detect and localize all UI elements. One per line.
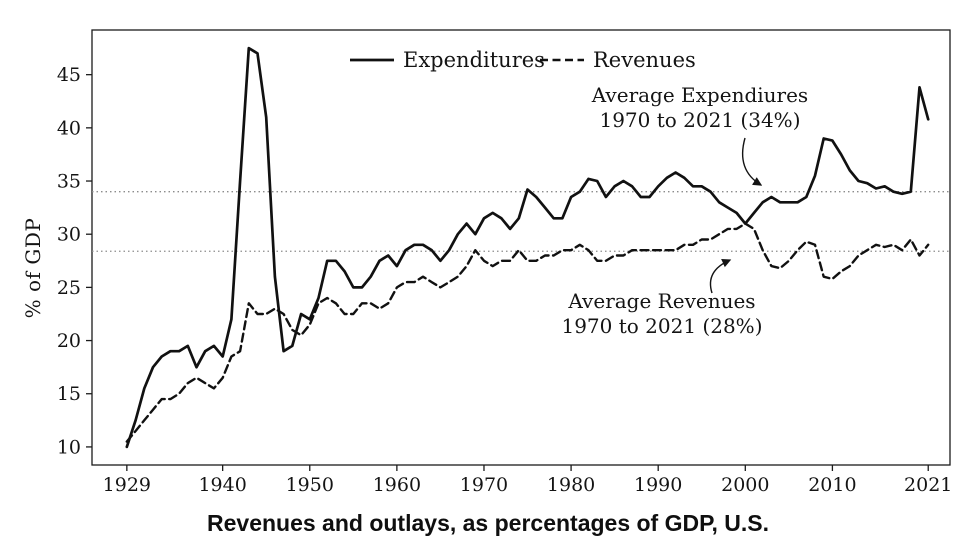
x-tick-label: 1970	[460, 474, 508, 496]
y-tick-label: 35	[57, 171, 81, 193]
y-tick-label: 45	[57, 64, 81, 86]
y-tick-label: 15	[57, 383, 81, 405]
x-tick-label: 2010	[808, 474, 856, 496]
annotation-average-revenues: Average Revenues 1970 to 2021 (28%)	[561, 258, 763, 338]
revenues-line	[125, 222, 930, 443]
y-tick-label: 40	[57, 117, 81, 139]
line-chart: 10 15 20 25 30 35 40 45 1929 1940 1950 1960 1970 1980…	[21, 29, 952, 496]
plot-area: 10 15 20 25 30 35 40 45 1929 1940 1950 1960 1970 1980…	[57, 29, 952, 496]
annotation-expenditures-text-line2: 1970 to 2021 (34%)	[599, 108, 800, 132]
chart-caption: Revenues and outlays, as percentages of …	[207, 510, 769, 536]
x-tick-label: 2000	[721, 474, 769, 496]
legend-revenues-label: Revenues	[593, 48, 696, 72]
y-tick-label: 25	[57, 277, 81, 299]
annotation-average-expenditures: Average Expendiures 1970 to 2021 (34%)	[591, 83, 808, 186]
x-tick-label: 1980	[547, 474, 595, 496]
annotation-expenditures-text-line1: Average Expendiures	[591, 83, 808, 107]
legend-expenditures-label: Expenditures	[403, 48, 545, 72]
y-axis-label: % of GDP	[21, 218, 45, 319]
x-tick-label: 2021	[904, 474, 952, 496]
annotation-arrow-expenditures	[741, 137, 763, 186]
expenditures-line	[125, 46, 930, 449]
legend: Expenditures Revenues	[350, 48, 696, 72]
annotation-revenues-text-line1: Average Revenues	[567, 289, 755, 313]
x-tick-label: 1940	[198, 474, 246, 496]
x-tick-label: 1929	[103, 474, 151, 496]
x-tick-label: 1990	[634, 474, 682, 496]
x-tick-label: 1950	[286, 474, 334, 496]
y-tick-label: 20	[57, 330, 81, 352]
annotation-revenues-text-line2: 1970 to 2021 (28%)	[561, 314, 762, 338]
y-tick-label: 10	[57, 436, 81, 458]
plot-frame	[91, 29, 951, 466]
y-tick-label: 30	[57, 224, 81, 246]
x-tick-label: 1960	[373, 474, 421, 496]
annotation-arrow-revenues	[709, 258, 732, 294]
